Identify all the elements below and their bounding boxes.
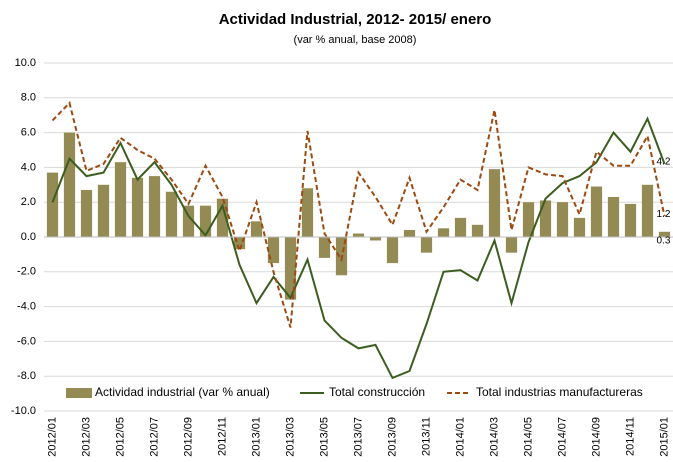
x-tick-label: 2012/05 [114, 417, 126, 457]
y-tick-label: -2.0 [17, 266, 36, 278]
bar [403, 230, 416, 237]
y-tick-label: -6.0 [17, 335, 36, 347]
bar [488, 169, 501, 237]
bar [386, 237, 399, 264]
x-tick-label: 2014/05 [522, 417, 534, 457]
x-tick-label: 2012/11 [216, 417, 228, 456]
bar [556, 202, 569, 237]
bar [80, 190, 93, 237]
x-tick-label: 2013/01 [250, 417, 262, 457]
bar [284, 237, 297, 300]
bar [182, 205, 195, 237]
x-tick-label: 2013/03 [284, 417, 296, 457]
x-tick-label: 2012/07 [148, 417, 160, 457]
y-tick-label: 6.0 [21, 127, 36, 139]
legend-label: Actividad industrial (var % anual) [95, 385, 270, 399]
legend-label: Total industrias manufactureras [476, 385, 643, 399]
y-tick-label: -8.0 [17, 370, 36, 382]
bar [658, 231, 671, 237]
x-tick-label: 2012/03 [80, 417, 92, 457]
bar [46, 172, 59, 237]
bar [607, 196, 620, 237]
chart-title: Actividad Industrial, 2012- 2015/ enero [219, 11, 492, 28]
x-tick-label: 2014/07 [556, 417, 568, 457]
x-tick-label: 2014/11 [624, 417, 636, 456]
legend-swatch [66, 388, 92, 398]
bar [148, 176, 161, 237]
bar [522, 202, 535, 237]
x-tick-label: 2014/01 [454, 417, 466, 457]
y-tick-label: 2.0 [21, 196, 36, 208]
x-tick-label: 2013/11 [420, 417, 432, 456]
bar [420, 237, 433, 253]
bar [539, 200, 552, 237]
bar [250, 221, 263, 237]
bar [590, 186, 603, 237]
x-tick-label: 2012/01 [46, 417, 58, 457]
y-tick-label: -10.0 [11, 405, 36, 417]
bar [471, 224, 484, 237]
x-tick-label: 2013/05 [318, 417, 330, 457]
y-tick-label: -4.0 [17, 301, 36, 313]
x-tick-label: 2014/03 [488, 417, 500, 457]
x-tick-label: 2012/09 [182, 417, 194, 457]
bar [165, 191, 178, 237]
bar [437, 228, 450, 237]
x-tick-label: 2014/09 [590, 417, 602, 457]
line [51, 116, 666, 380]
y-tick-label: 8.0 [21, 92, 36, 104]
data-label: 4.2 [657, 157, 671, 168]
bar [454, 217, 467, 237]
bar [369, 237, 382, 241]
data-label: 1.2 [657, 209, 671, 220]
chart-subtitle: (var % anual, base 2008) [294, 34, 417, 46]
bar [63, 132, 76, 237]
bar [301, 188, 314, 237]
data-label: 0.3 [657, 235, 671, 246]
bar [573, 217, 586, 237]
bar [318, 237, 331, 258]
bar [131, 177, 144, 237]
x-tick-label: 2013/09 [386, 417, 398, 457]
bar [114, 162, 127, 237]
x-tick-label: 2013/07 [352, 417, 364, 457]
bar [97, 184, 110, 237]
bar [267, 237, 280, 264]
x-tick-label: 2015/01 [658, 417, 670, 457]
bar [216, 198, 229, 237]
bar [199, 205, 212, 237]
line [51, 101, 666, 328]
y-tick-label: 0.0 [21, 231, 36, 243]
bar [352, 233, 365, 237]
legend-label: Total construcción [329, 385, 425, 399]
bar [641, 184, 654, 237]
bar [624, 203, 637, 237]
bar [233, 237, 246, 250]
bar [505, 237, 518, 253]
y-tick-label: 4.0 [21, 161, 36, 173]
y-tick-label: 10.0 [15, 57, 36, 69]
